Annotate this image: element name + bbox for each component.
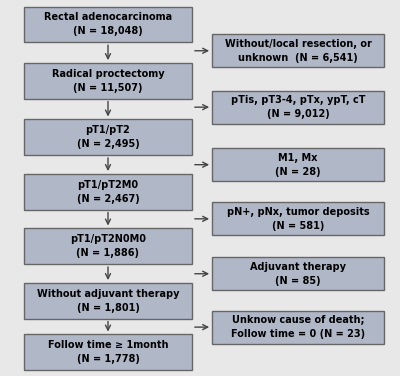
Text: Adjuvant therapy
(N = 85): Adjuvant therapy (N = 85) xyxy=(250,262,346,286)
Text: Radical proctectomy
(N = 11,507): Radical proctectomy (N = 11,507) xyxy=(52,69,164,93)
FancyBboxPatch shape xyxy=(24,6,192,42)
FancyBboxPatch shape xyxy=(24,174,192,210)
FancyBboxPatch shape xyxy=(24,335,192,370)
FancyBboxPatch shape xyxy=(24,120,192,155)
FancyBboxPatch shape xyxy=(212,91,384,124)
FancyBboxPatch shape xyxy=(24,229,192,264)
FancyBboxPatch shape xyxy=(212,148,384,181)
Text: pT1/pT2M0
(N = 2,467): pT1/pT2M0 (N = 2,467) xyxy=(77,180,139,204)
Text: pT1/pT2
(N = 2,495): pT1/pT2 (N = 2,495) xyxy=(77,125,139,149)
FancyBboxPatch shape xyxy=(212,202,384,235)
Text: Without adjuvant therapy
(N = 1,801): Without adjuvant therapy (N = 1,801) xyxy=(37,289,179,313)
Text: Follow time ≥ 1month
(N = 1,778): Follow time ≥ 1month (N = 1,778) xyxy=(48,340,168,364)
FancyBboxPatch shape xyxy=(24,283,192,318)
Text: pT1/pT2N0M0
(N = 1,886): pT1/pT2N0M0 (N = 1,886) xyxy=(70,234,146,258)
FancyBboxPatch shape xyxy=(24,63,192,99)
Text: pTis, pT3-4, pTx, ypT, cT
(N = 9,012): pTis, pT3-4, pTx, ypT, cT (N = 9,012) xyxy=(231,95,365,119)
Text: Rectal adenocarcinoma
(N = 18,048): Rectal adenocarcinoma (N = 18,048) xyxy=(44,12,172,36)
Text: M1, Mx
(N = 28): M1, Mx (N = 28) xyxy=(275,153,321,177)
FancyBboxPatch shape xyxy=(212,257,384,290)
Text: Without/local resection, or
unknown  (N = 6,541): Without/local resection, or unknown (N =… xyxy=(224,39,372,63)
FancyBboxPatch shape xyxy=(212,34,384,67)
Text: Unknow cause of death;
Follow time = 0 (N = 23): Unknow cause of death; Follow time = 0 (… xyxy=(231,315,365,339)
Text: pN+, pNx, tumor deposits
(N = 581): pN+, pNx, tumor deposits (N = 581) xyxy=(227,207,369,231)
FancyBboxPatch shape xyxy=(212,311,384,344)
